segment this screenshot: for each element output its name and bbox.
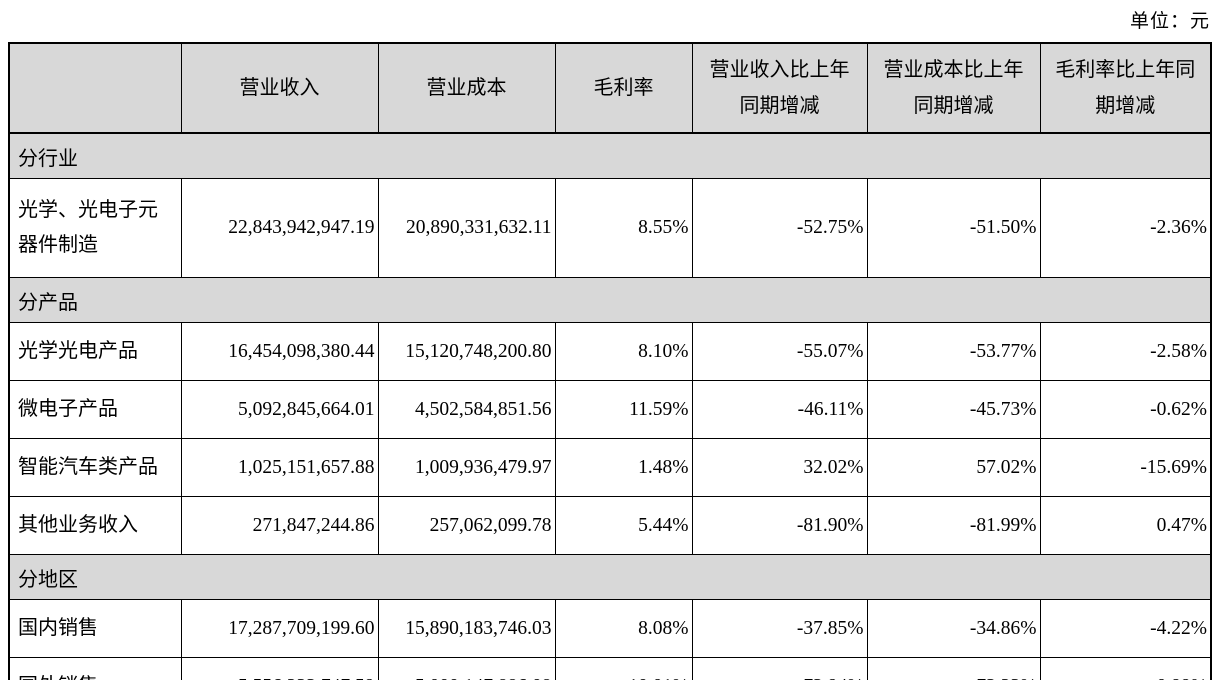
- value-cell: 15,890,183,746.03: [377, 599, 556, 658]
- value-cell: 0.99%: [1039, 657, 1212, 680]
- value-cell: 17,287,709,199.60: [180, 599, 379, 658]
- section-row: 分行业: [8, 132, 1212, 179]
- value-cell: -37.85%: [691, 599, 868, 658]
- value-cell: -73.23%: [866, 657, 1041, 680]
- value-cell: 5,000,147,886.08: [377, 657, 556, 680]
- value-cell: -4.22%: [1039, 599, 1212, 658]
- table-row: 微电子产品 5,092,845,664.01 4,502,584,851.56 11.…: [8, 380, 1212, 439]
- value-cell: 257,062,099.78: [377, 496, 556, 555]
- value-cell: 5,556,233,747.59: [180, 657, 379, 680]
- value-cell: -72.94%: [691, 657, 868, 680]
- value-cell: -52.75%: [691, 178, 868, 278]
- row-label: 国外销售: [8, 657, 182, 680]
- column-header: 营业收入: [180, 42, 379, 134]
- value-cell: 8.10%: [554, 322, 693, 381]
- row-label: 微电子产品: [8, 380, 182, 439]
- value-cell: -81.90%: [691, 496, 868, 555]
- section-row: 分地区: [8, 554, 1212, 600]
- table-row: 智能汽车类产品 1,025,151,657.88 1,009,936,479.97 1…: [8, 438, 1212, 497]
- table-row: 国外销售5,556,233,747.595,000,147,886.0810.0…: [8, 657, 1212, 680]
- value-cell: -55.07%: [691, 322, 868, 381]
- table-row: 其他业务收入 271,847,244.86 257,062,099.78 5.44% -…: [8, 496, 1212, 555]
- value-cell: 16,454,098,380.44: [180, 322, 379, 381]
- column-header: 毛利率比上年同 期增减: [1039, 42, 1212, 134]
- value-cell: 4,502,584,851.56: [377, 380, 556, 439]
- column-header: 营业收入比上年 同期增减: [691, 42, 868, 134]
- section-label: 分产品: [8, 277, 1212, 323]
- column-header: 营业成本比上年 同期增减: [866, 42, 1041, 134]
- value-cell: -53.77%: [866, 322, 1041, 381]
- value-cell: 271,847,244.86: [180, 496, 379, 555]
- row-label: 国内销售: [8, 599, 182, 658]
- table-body: 分行业 光学、光电子元器件制造 22,843,942,947.19 20,890,33…: [8, 132, 1212, 680]
- header-cell-empty: [8, 42, 182, 134]
- value-cell: 15,120,748,200.80: [377, 322, 556, 381]
- value-cell: 57.02%: [866, 438, 1041, 497]
- value-cell: -2.36%: [1039, 178, 1212, 278]
- financial-table: 营业收入 营业成本 毛利率 营业收入比上年 同期增减 营业成本比上年 同期增减 毛利率比上年同…: [8, 42, 1212, 680]
- table-row: 光学、光电子元器件制造 22,843,942,947.19 20,890,331,6…: [8, 178, 1212, 278]
- value-cell: -15.69%: [1039, 438, 1212, 497]
- section-row: 分产品: [8, 277, 1212, 323]
- value-cell: -81.99%: [866, 496, 1041, 555]
- header-row: 营业收入 营业成本 毛利率 营业收入比上年 同期增减 营业成本比上年 同期增减 毛利率比上年同…: [8, 42, 1212, 134]
- value-cell: -46.11%: [691, 380, 868, 439]
- value-cell: 20,890,331,632.11: [377, 178, 556, 278]
- value-cell: 8.55%: [554, 178, 693, 278]
- value-cell: 1,009,936,479.97: [377, 438, 556, 497]
- row-label: 其他业务收入: [8, 496, 182, 555]
- column-header: 营业成本: [377, 42, 556, 134]
- value-cell: -51.50%: [866, 178, 1041, 278]
- table-row: 国内销售 17,287,709,199.60 15,890,183,746.03 8.…: [8, 599, 1212, 658]
- value-cell: 10.01%: [554, 657, 693, 680]
- value-cell: -0.62%: [1039, 380, 1212, 439]
- row-label: 光学光电产品: [8, 322, 182, 381]
- column-header: 毛利率: [554, 42, 693, 134]
- value-cell: -2.58%: [1039, 322, 1212, 381]
- value-cell: 5,092,845,664.01: [180, 380, 379, 439]
- table-row: 光学光电产品 16,454,098,380.44 15,120,748,200.80…: [8, 322, 1212, 381]
- value-cell: 22,843,942,947.19: [180, 178, 379, 278]
- value-cell: 8.08%: [554, 599, 693, 658]
- value-cell: 11.59%: [554, 380, 693, 439]
- value-cell: 32.02%: [691, 438, 868, 497]
- value-cell: 5.44%: [554, 496, 693, 555]
- value-cell: 0.47%: [1039, 496, 1212, 555]
- row-label: 光学、光电子元器件制造: [8, 178, 182, 278]
- row-label: 智能汽车类产品: [8, 438, 182, 497]
- table-header: 营业收入 营业成本 毛利率 营业收入比上年 同期增减 营业成本比上年 同期增减 毛利率比上年同…: [8, 42, 1212, 134]
- value-cell: -45.73%: [866, 380, 1041, 439]
- section-label: 分行业: [8, 132, 1212, 179]
- value-cell: 1,025,151,657.88: [180, 438, 379, 497]
- value-cell: -34.86%: [866, 599, 1041, 658]
- value-cell: 1.48%: [554, 438, 693, 497]
- unit-label: 单位：元: [1129, 11, 1210, 32]
- section-label: 分地区: [8, 554, 1212, 600]
